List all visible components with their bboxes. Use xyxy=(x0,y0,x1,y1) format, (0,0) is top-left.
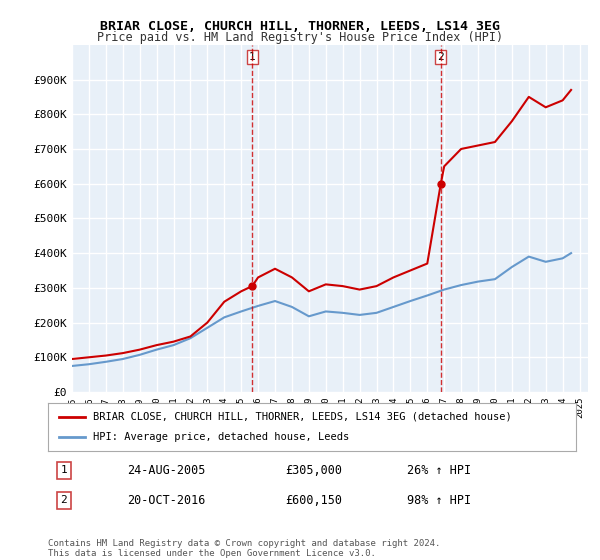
Text: 2: 2 xyxy=(437,52,444,62)
Text: 24-AUG-2005: 24-AUG-2005 xyxy=(127,464,206,477)
Text: Contains HM Land Registry data © Crown copyright and database right 2024.
This d: Contains HM Land Registry data © Crown c… xyxy=(48,539,440,558)
Text: £305,000: £305,000 xyxy=(286,464,343,477)
Text: 98% ↑ HPI: 98% ↑ HPI xyxy=(407,494,471,507)
Text: Price paid vs. HM Land Registry's House Price Index (HPI): Price paid vs. HM Land Registry's House … xyxy=(97,31,503,44)
Text: 1: 1 xyxy=(61,465,67,475)
Text: HPI: Average price, detached house, Leeds: HPI: Average price, detached house, Leed… xyxy=(93,432,349,442)
Text: BRIAR CLOSE, CHURCH HILL, THORNER, LEEDS, LS14 3EG: BRIAR CLOSE, CHURCH HILL, THORNER, LEEDS… xyxy=(100,20,500,32)
Text: 1: 1 xyxy=(249,52,256,62)
Text: BRIAR CLOSE, CHURCH HILL, THORNER, LEEDS, LS14 3EG (detached house): BRIAR CLOSE, CHURCH HILL, THORNER, LEEDS… xyxy=(93,412,512,422)
Text: 20-OCT-2016: 20-OCT-2016 xyxy=(127,494,206,507)
Text: 26% ↑ HPI: 26% ↑ HPI xyxy=(407,464,471,477)
Text: 2: 2 xyxy=(61,496,67,506)
Text: £600,150: £600,150 xyxy=(286,494,343,507)
